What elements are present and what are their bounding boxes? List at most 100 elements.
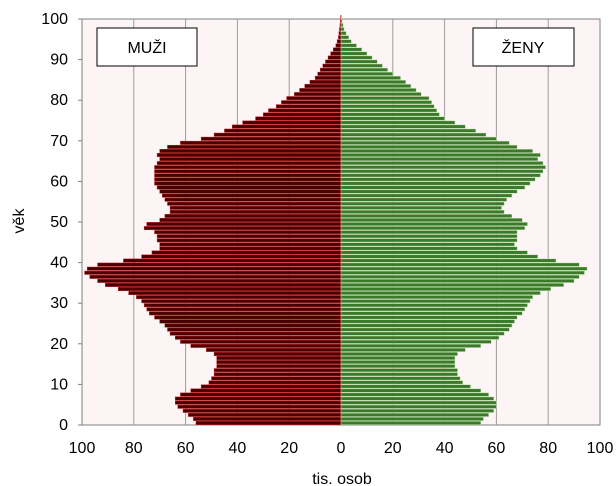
male-bar — [317, 71, 342, 76]
female-bar — [340, 250, 528, 255]
male-bar — [164, 197, 342, 202]
female-bar — [340, 39, 352, 44]
male-legend-frame — [96, 27, 198, 67]
female-bar — [340, 376, 461, 381]
female-bar — [340, 315, 518, 320]
female-bar — [340, 161, 544, 166]
female-bar — [340, 283, 564, 287]
male-bar — [97, 262, 342, 267]
female-bar — [340, 416, 484, 421]
female-bar — [340, 291, 541, 296]
y-tick-label: 80 — [50, 92, 68, 109]
x-tick-label: 20 — [280, 440, 298, 457]
male-bar — [164, 323, 342, 328]
male-bar — [200, 384, 342, 389]
male-legend-box: MUŽI — [96, 27, 198, 67]
female-bar — [340, 92, 422, 97]
male-bar — [320, 67, 342, 72]
female-bar — [340, 104, 435, 109]
female-bar — [340, 140, 510, 145]
female-bar — [340, 299, 531, 304]
x-tick-label: 20 — [384, 440, 402, 457]
male-bar — [193, 416, 342, 421]
male-bar — [213, 352, 342, 356]
female-bar — [340, 347, 466, 352]
male-bar — [118, 287, 342, 291]
male-bar — [200, 136, 342, 141]
male-bar — [190, 388, 342, 393]
female-bar — [340, 35, 349, 40]
female-legend-label: ŽENY — [502, 38, 545, 57]
male-bar — [159, 189, 342, 194]
y-tick-label: 20 — [50, 336, 68, 353]
male-bar — [175, 400, 342, 405]
female-bar — [340, 165, 546, 170]
y-tick-label: 90 — [50, 52, 68, 69]
male-bar — [314, 75, 342, 80]
male-bar — [146, 307, 342, 312]
female-bar — [340, 181, 531, 186]
male-bar — [322, 63, 342, 68]
male-bar — [268, 108, 342, 113]
female-bar — [340, 258, 557, 263]
male-bar — [294, 92, 342, 97]
female-bar — [340, 307, 526, 312]
female-bar — [340, 201, 505, 206]
male-bar — [105, 283, 342, 287]
female-bar — [340, 100, 432, 105]
male-bar — [86, 266, 342, 271]
female-bar — [340, 144, 518, 149]
male-bar — [154, 169, 342, 174]
female-bar — [340, 75, 401, 80]
female-bar — [340, 262, 580, 267]
female-bar — [340, 364, 456, 369]
female-bar — [340, 392, 489, 397]
male-bar — [339, 27, 342, 32]
female-bar — [340, 59, 378, 64]
y-axis-title: věk — [11, 208, 28, 234]
male-bar — [136, 295, 342, 300]
male-bar — [154, 165, 342, 170]
female-bar — [340, 421, 482, 425]
female-bar — [340, 189, 518, 194]
female-bar — [340, 205, 502, 210]
female-legend-box: ŽENY — [472, 27, 575, 67]
y-tick-label: 10 — [50, 376, 68, 393]
female-bar — [340, 23, 344, 28]
female-bar — [340, 412, 489, 417]
female-bar — [340, 213, 513, 218]
male-bar — [335, 43, 342, 48]
female-bar — [340, 270, 585, 275]
male-bar — [276, 104, 342, 109]
female-bar — [340, 209, 505, 214]
male-bar — [299, 88, 342, 93]
female-bar — [340, 27, 345, 32]
male-bar — [180, 339, 342, 344]
male-bar — [156, 234, 342, 239]
female-bar — [340, 339, 492, 344]
x-tick-label: 60 — [488, 440, 506, 457]
male-bar — [169, 331, 342, 336]
female-bar — [340, 173, 541, 178]
male-bar — [224, 128, 342, 133]
male-bar — [159, 319, 342, 324]
x-axis-title: tis. osob — [312, 471, 372, 486]
female-bar — [340, 128, 476, 133]
female-bar — [340, 124, 466, 129]
male-bar — [169, 209, 342, 214]
female-bar — [340, 43, 357, 48]
male-bar — [154, 177, 342, 182]
female-bar — [340, 80, 406, 84]
female-bar — [340, 185, 526, 190]
male-bar — [309, 80, 342, 84]
male-bar — [154, 315, 342, 320]
male-bar — [128, 291, 342, 296]
female-bar — [340, 169, 544, 174]
male-bar — [156, 238, 342, 243]
female-bar — [340, 120, 456, 125]
male-bar — [156, 185, 342, 190]
male-bar — [330, 51, 342, 56]
female-bar — [340, 400, 497, 405]
female-bar — [340, 372, 458, 377]
male-bar — [154, 181, 342, 186]
